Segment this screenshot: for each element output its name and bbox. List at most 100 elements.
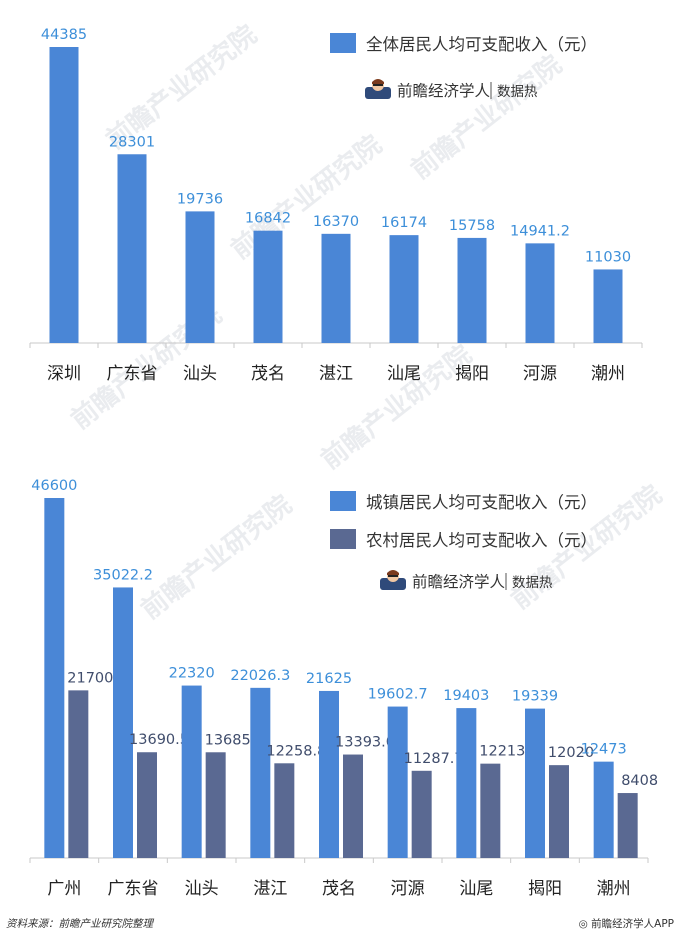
brand-name: 前瞻经济学人	[412, 573, 505, 591]
category-label: 河源	[523, 364, 557, 384]
bar-primary	[49, 47, 79, 343]
data-label: 22320	[169, 666, 215, 682]
avatar-glasses	[373, 84, 383, 86]
category-label: 茂名	[251, 364, 285, 384]
category-label: 汕尾	[459, 879, 493, 899]
bar-secondary	[68, 690, 89, 858]
bar-primary	[593, 269, 623, 343]
category-label: 潮州	[597, 879, 631, 899]
bar-primary	[253, 230, 283, 343]
bar-primary	[181, 685, 202, 858]
watermark-text: 前瞻产业研究院	[315, 339, 478, 475]
data-label: 44385	[41, 27, 87, 43]
bar-primary	[593, 761, 614, 858]
data-label: 19736	[177, 191, 223, 207]
legend-swatch	[330, 529, 356, 549]
bar-secondary	[411, 770, 432, 858]
data-label: 12213	[479, 744, 525, 760]
brand-tag: 前瞻经济学人 数据热	[365, 79, 538, 100]
category-label: 汕头	[183, 364, 217, 384]
data-label: 19339	[512, 689, 558, 705]
data-label: 46600	[31, 478, 77, 494]
data-label: 15758	[449, 218, 495, 234]
category-label: 揭阳	[528, 879, 562, 899]
data-label: 19403	[443, 688, 489, 704]
watermark-text: 前瞻产业研究院	[225, 129, 388, 265]
bar-primary	[319, 690, 339, 858]
bar-primary	[44, 498, 65, 858]
bar-secondary	[343, 754, 363, 858]
data-label: 35022.2	[93, 567, 153, 583]
avatar-hair	[387, 570, 399, 575]
category-label: 河源	[391, 879, 425, 899]
data-label: 19602.7	[368, 687, 428, 703]
data-label: 12258.8	[266, 743, 326, 759]
data-label: 11287.7	[404, 751, 464, 767]
watermark-text: 前瞻产业研究院	[405, 49, 568, 185]
avatar-body	[380, 578, 406, 590]
chart-bottom: 46600 21700 广州 35022.2 13690.5 广东省 22320 13685 汕…	[29, 478, 658, 899]
data-label: 13685	[205, 732, 251, 748]
brand-tag: 前瞻经济学人 数据热	[380, 570, 553, 591]
bar-primary	[250, 687, 271, 858]
bar-primary	[525, 243, 555, 343]
bar-primary	[113, 587, 133, 858]
data-label: 21625	[306, 671, 352, 687]
data-label: 28301	[109, 134, 155, 150]
category-label: 汕头	[185, 879, 219, 899]
data-label: 16842	[245, 211, 291, 227]
bar-secondary	[549, 765, 569, 858]
data-label: 13690.5	[129, 732, 189, 748]
legend-swatch	[330, 491, 356, 511]
category-label: 汕尾	[387, 364, 421, 384]
category-label: 茂名	[322, 879, 356, 899]
chart-top: 44385 深圳 28301 广东省 19736 汕头 16842 茂名 16370 湛江 1617…	[29, 27, 643, 384]
category-label: 揭阳	[455, 364, 489, 384]
app-credit: ◎ 前瞻经济学人APP	[578, 918, 674, 930]
data-label: 22026.3	[230, 668, 290, 684]
avatar-icon	[380, 570, 406, 590]
watermark-text: 前瞻产业研究院	[135, 489, 298, 625]
bar-secondary	[137, 752, 157, 858]
category-label: 潮州	[591, 364, 625, 384]
data-label: 21700	[67, 670, 113, 686]
category-label: 湛江	[253, 879, 287, 899]
category-label: 湛江	[319, 364, 353, 384]
avatar-hair	[372, 79, 384, 84]
data-label: 16370	[313, 214, 359, 230]
data-label: 12020	[548, 745, 594, 761]
avatar-body	[365, 87, 391, 99]
bar-primary	[457, 237, 487, 343]
brand-suffix: 数据热	[512, 575, 553, 591]
category-label: 广东省	[107, 364, 158, 384]
brand-name: 前瞻经济学人	[397, 82, 490, 100]
bar-primary	[185, 211, 215, 343]
data-label: 8408	[621, 773, 658, 789]
avatar-icon	[365, 79, 391, 99]
bar-primary	[389, 235, 419, 343]
bar-primary	[525, 708, 545, 858]
data-label: 13393.0	[335, 735, 395, 751]
legend-label: 农村居民人均可支配收入（元）	[366, 531, 597, 550]
bar-secondary	[480, 763, 501, 858]
legend-label: 城镇居民人均可支配收入（元）	[366, 493, 597, 512]
data-label: 16174	[381, 215, 427, 231]
category-label: 深圳	[47, 364, 81, 384]
bar-primary	[387, 706, 408, 858]
bar-secondary	[274, 763, 295, 858]
bar-secondary	[617, 793, 638, 858]
data-label: 11030	[585, 249, 631, 265]
source-note: 资料来源：前瞻产业研究院整理	[6, 918, 153, 930]
data-label: 14941.2	[510, 223, 570, 239]
avatar-glasses	[388, 575, 398, 577]
bar-primary	[321, 233, 351, 343]
bar-secondary	[205, 752, 226, 858]
data-label: 12473	[581, 742, 627, 758]
category-label: 广州	[47, 879, 81, 899]
bar-primary	[117, 154, 147, 343]
legend-label: 全体居民人均可支配收入（元）	[366, 35, 597, 54]
brand-suffix: 数据热	[497, 84, 538, 100]
legend-swatch	[330, 33, 356, 53]
